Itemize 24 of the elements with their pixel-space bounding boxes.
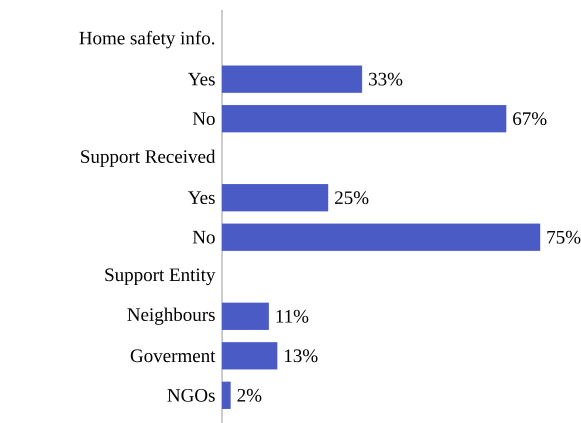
- y-tick-label: No: [192, 230, 215, 244]
- bar: [222, 66, 362, 93]
- data-label: 33%: [369, 72, 402, 86]
- y-tick-label: Support Received: [81, 150, 216, 167]
- bar: [222, 342, 278, 370]
- bar: [222, 105, 506, 132]
- bar: [222, 382, 231, 409]
- data-label: 75%: [547, 230, 580, 244]
- data-label: 25%: [335, 191, 368, 204]
- data-label: 2%: [238, 388, 262, 402]
- y-tick-label: Support Entity: [105, 268, 216, 286]
- y-tick-label: Yes: [188, 72, 215, 86]
- y-tick-label: Neighbours: [127, 308, 215, 325]
- y-tick-label: Home safety info.: [79, 30, 214, 48]
- y-tick-label: Goverment: [130, 349, 216, 362]
- bar: [222, 302, 269, 330]
- y-tick-label: NGOs: [167, 388, 215, 402]
- data-label: 67%: [513, 112, 546, 126]
- bar: [222, 184, 328, 212]
- y-tick-label: Yes: [188, 191, 215, 204]
- bar: [222, 224, 540, 251]
- data-label: 11%: [276, 310, 308, 323]
- y-tick-label: No: [192, 112, 215, 125]
- data-label: 13%: [284, 349, 318, 362]
